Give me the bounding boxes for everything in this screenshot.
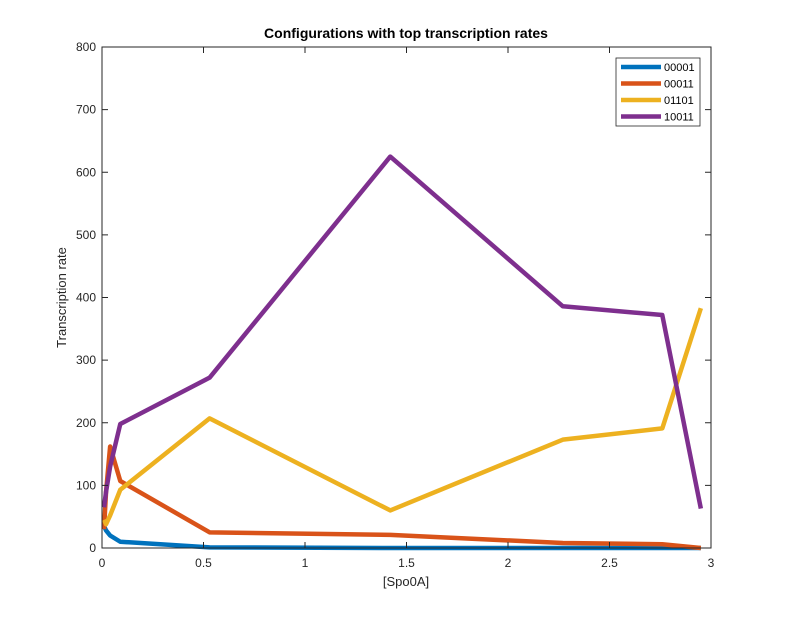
y-tick-label: 800 [76,40,96,54]
x-tick-label: 0.5 [195,556,212,570]
data-point [106,530,107,531]
legend-item-00001: 00001 [621,62,695,74]
data-point [120,489,121,490]
legend-entries: 00001 00011 01101 10011 [621,62,695,124]
x-tick-label: 1.5 [398,556,415,570]
series-00011 [101,444,702,551]
legend-label: 01101 [664,95,694,107]
data-point [662,428,663,429]
data-point [700,308,701,309]
data-point [120,480,121,481]
x-axis: 0 0.5 1 1.5 2 2.5 3 [99,47,715,570]
y-tick-label: 400 [76,291,96,305]
data-point [390,156,391,157]
y-tick-label: 100 [76,478,96,492]
y-tick-label: 700 [76,103,96,117]
data-point [106,491,107,492]
data-point [562,542,563,543]
data-point [110,466,111,467]
chart-title: Configurations with top transcription ra… [264,25,548,41]
legend-item-00011: 00011 [621,79,694,91]
data-point [104,519,105,520]
x-axis-label: [Spo0A] [383,574,429,589]
y-axis: 0 100 200 300 400 500 600 700 800 [76,40,711,555]
data-point [662,315,663,316]
data-point [700,508,701,509]
x-tick-label: 1 [302,556,309,570]
data-point [209,377,210,378]
legend-label: 00001 [664,62,695,74]
legend: 00001 00011 01101 10011 [615,57,701,127]
data-point [390,510,391,511]
series-layer [101,154,704,551]
series-line [101,307,703,527]
y-tick-label: 200 [76,416,96,430]
legend-label: 10011 [664,112,694,124]
data-point [110,515,111,516]
legend-item-10011: 10011 [621,112,694,124]
y-tick-label: 0 [89,541,96,555]
data-point [209,532,210,533]
data-point [562,439,563,440]
x-tick-label: 2 [505,556,512,570]
legend-label: 00011 [664,79,694,91]
y-tick-label: 500 [76,228,96,242]
data-point [662,544,663,545]
data-point [106,524,107,525]
x-tick-label: 3 [708,556,715,570]
data-point [104,507,105,508]
data-point [110,446,111,447]
y-axis-label: Transcription rate [54,247,69,348]
data-point [110,535,111,536]
x-tick-label: 2.5 [601,556,618,570]
data-point [390,534,391,535]
legend-item-01101: 01101 [621,95,694,107]
series-line [101,444,702,551]
data-point [120,541,121,542]
data-point [120,424,121,425]
y-tick-label: 300 [76,353,96,367]
series-01101 [101,307,703,527]
x-tick-label: 0 [99,556,106,570]
data-point [209,418,210,419]
data-point [562,306,563,307]
y-tick-label: 600 [76,165,96,179]
data-point [104,529,105,530]
series-line [101,154,704,509]
series-10011 [101,154,704,509]
